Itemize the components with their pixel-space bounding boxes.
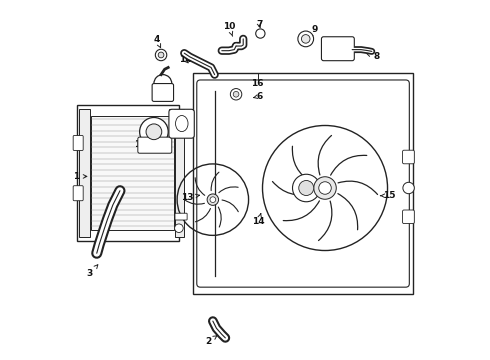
Circle shape — [154, 75, 172, 93]
Text: 5: 5 — [163, 76, 169, 85]
Text: 10: 10 — [223, 22, 235, 36]
Text: 2: 2 — [205, 336, 217, 346]
FancyBboxPatch shape — [73, 135, 83, 150]
FancyArrowPatch shape — [222, 200, 238, 212]
Circle shape — [403, 182, 415, 194]
FancyArrowPatch shape — [219, 207, 221, 227]
Circle shape — [293, 174, 320, 202]
Circle shape — [298, 31, 314, 47]
FancyArrowPatch shape — [211, 172, 219, 190]
Circle shape — [207, 194, 219, 205]
Circle shape — [140, 117, 168, 146]
Bar — [77, 105, 179, 241]
FancyBboxPatch shape — [175, 213, 187, 220]
Circle shape — [155, 49, 167, 61]
Text: 12: 12 — [167, 109, 179, 122]
FancyArrowPatch shape — [338, 194, 358, 230]
FancyArrowPatch shape — [318, 201, 332, 240]
FancyBboxPatch shape — [169, 109, 194, 138]
Circle shape — [314, 177, 336, 199]
Text: 7: 7 — [256, 20, 263, 29]
FancyArrowPatch shape — [272, 181, 312, 195]
FancyBboxPatch shape — [402, 210, 415, 224]
Text: 3: 3 — [86, 265, 98, 278]
Text: 6: 6 — [254, 91, 263, 100]
Circle shape — [158, 52, 164, 58]
FancyBboxPatch shape — [138, 137, 172, 153]
FancyArrowPatch shape — [219, 187, 238, 193]
Circle shape — [174, 224, 183, 233]
Circle shape — [230, 89, 242, 100]
Circle shape — [256, 29, 265, 38]
FancyBboxPatch shape — [152, 84, 173, 102]
FancyArrowPatch shape — [195, 178, 205, 195]
Circle shape — [301, 35, 310, 43]
Text: 16: 16 — [251, 79, 264, 88]
FancyArrowPatch shape — [283, 201, 319, 221]
Circle shape — [210, 197, 216, 203]
FancyBboxPatch shape — [321, 37, 354, 61]
Text: 14: 14 — [252, 213, 265, 226]
FancyArrowPatch shape — [318, 135, 332, 175]
Bar — [174, 109, 184, 237]
FancyArrowPatch shape — [185, 200, 204, 204]
Circle shape — [233, 91, 239, 97]
Bar — [193, 73, 413, 294]
Circle shape — [146, 124, 162, 140]
FancyArrowPatch shape — [338, 181, 378, 194]
Text: 15: 15 — [381, 191, 396, 200]
Text: 8: 8 — [367, 52, 380, 61]
Text: 13: 13 — [181, 193, 199, 202]
Text: 14: 14 — [179, 55, 191, 64]
Circle shape — [319, 182, 331, 194]
Circle shape — [299, 180, 314, 195]
FancyBboxPatch shape — [402, 150, 415, 164]
Text: 1: 1 — [74, 172, 87, 181]
Text: 9: 9 — [310, 26, 318, 38]
FancyArrowPatch shape — [196, 208, 211, 222]
Text: 4: 4 — [153, 36, 161, 48]
Text: 11: 11 — [134, 140, 147, 149]
Bar — [92, 116, 173, 230]
FancyArrowPatch shape — [293, 146, 312, 183]
Bar — [79, 109, 90, 237]
FancyArrowPatch shape — [331, 155, 367, 175]
FancyBboxPatch shape — [73, 186, 83, 201]
